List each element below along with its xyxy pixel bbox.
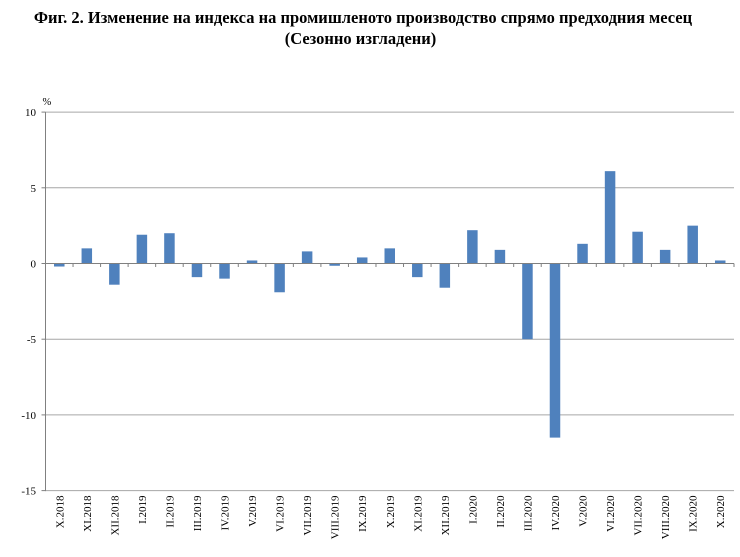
svg-text:0: 0 (31, 259, 37, 271)
svg-text:XII.2018: XII.2018 (109, 495, 121, 536)
svg-text:V.2020: V.2020 (578, 495, 590, 527)
svg-text:XII.2019: XII.2019 (440, 495, 452, 536)
svg-text:VII.2019: VII.2019 (302, 495, 314, 536)
svg-text:VII.2020: VII.2020 (633, 495, 645, 536)
svg-text:II.2020: II.2020 (495, 495, 507, 528)
svg-text:III.2020: III.2020 (522, 495, 534, 531)
svg-text:VI.2019: VI.2019 (275, 495, 287, 532)
svg-text:VI.2020: VI.2020 (605, 495, 617, 532)
svg-text:-15: -15 (21, 486, 36, 498)
svg-text:II.2019: II.2019 (164, 495, 176, 528)
svg-text:III.2019: III.2019 (192, 495, 204, 531)
svg-text:10: 10 (25, 107, 37, 119)
svg-text:X.2018: X.2018 (54, 495, 66, 528)
svg-text:IX.2020: IX.2020 (688, 495, 700, 532)
svg-text:I.2020: I.2020 (467, 495, 479, 524)
svg-text:IV.2019: IV.2019 (220, 495, 232, 530)
svg-text:X.2020: X.2020 (715, 495, 727, 528)
svg-text:5: 5 (31, 183, 37, 195)
svg-text:-5: -5 (27, 334, 37, 346)
svg-text:VIII.2020: VIII.2020 (660, 495, 672, 539)
svg-text:-10: -10 (21, 410, 36, 422)
svg-text:V.2019: V.2019 (247, 495, 259, 527)
svg-text:IX.2019: IX.2019 (357, 495, 369, 532)
svg-text:XI.2019: XI.2019 (412, 495, 424, 532)
svg-text:IV.2020: IV.2020 (550, 495, 562, 530)
svg-text:%: % (43, 97, 52, 108)
svg-text:XI.2018: XI.2018 (82, 495, 94, 532)
svg-text:I.2019: I.2019 (137, 495, 149, 524)
svg-text:X.2019: X.2019 (385, 495, 397, 528)
svg-text:VIII.2019: VIII.2019 (330, 495, 342, 539)
